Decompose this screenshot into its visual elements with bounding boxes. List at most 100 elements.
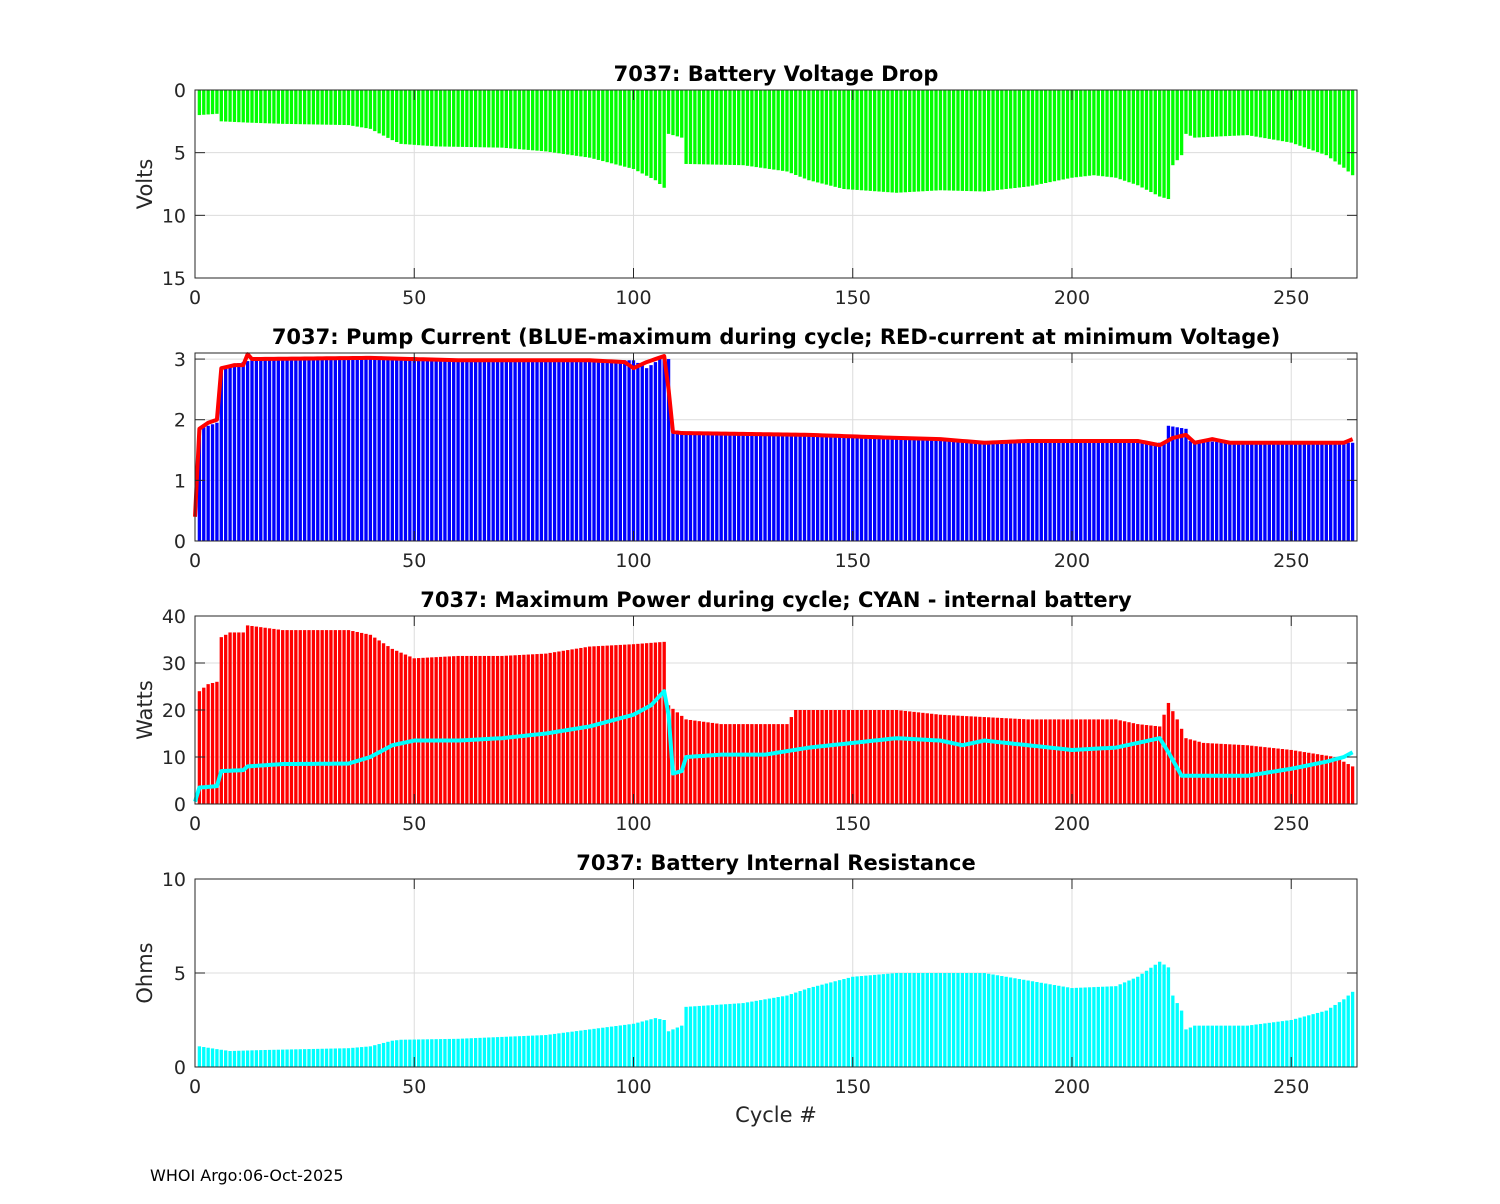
voltage-drop-bar — [408, 90, 412, 145]
voltage-drop-bar — [1079, 90, 1083, 177]
internal-resistance-bar — [1232, 1025, 1236, 1067]
voltage-drop-bar — [1337, 90, 1342, 165]
internal-resistance-bar — [697, 1005, 701, 1067]
internal-resistance-bar — [1044, 983, 1048, 1067]
pump-current-bar — [1057, 440, 1061, 541]
pump-current-bar — [311, 359, 316, 541]
maximum-power-bar — [561, 650, 565, 804]
internal-resistance-bar — [890, 973, 894, 1067]
maximum-power-bar — [421, 657, 425, 804]
voltage-drop-bar — [373, 90, 377, 132]
maximum-power-bar — [794, 710, 798, 804]
voltage-drop-bar — [469, 90, 473, 148]
internal-resistance-bar — [1114, 986, 1118, 1067]
maximum-power-bar — [829, 710, 833, 804]
internal-resistance-bar — [995, 975, 1000, 1067]
pump-current-bar — [1039, 440, 1043, 541]
maximum-power-bar — [807, 710, 811, 804]
pump-current-bar — [259, 359, 263, 541]
pump-current-bar — [772, 434, 776, 541]
internal-resistance-bar — [960, 973, 965, 1067]
pump-current-bar — [1302, 442, 1307, 541]
voltage-drop-bar — [662, 90, 666, 188]
pump-current-bar — [1293, 442, 1298, 541]
internal-resistance-bar — [316, 1048, 320, 1067]
internal-resistance-bar — [758, 1000, 763, 1067]
maximum-power-bar — [649, 642, 653, 804]
maximum-power-bar — [513, 655, 517, 804]
maximum-power-bar — [285, 630, 289, 804]
maximum-power-ytick-label: 30 — [162, 653, 186, 675]
voltage-drop-bar — [846, 90, 851, 190]
voltage-drop-bar — [693, 90, 697, 165]
internal-resistance-bar — [1092, 987, 1096, 1067]
voltage-drop-bar — [324, 90, 329, 125]
internal-resistance-bar — [443, 1039, 447, 1067]
pump-current-bar — [1162, 442, 1166, 541]
voltage-drop-bar — [1258, 90, 1263, 138]
voltage-drop-bar — [1215, 90, 1219, 137]
maximum-power-bar — [557, 651, 561, 804]
internal-resistance-bar — [1136, 976, 1140, 1067]
pump-current-line-series — [193, 352, 1354, 517]
pump-current-bar — [412, 359, 416, 541]
maximum-power-bar — [245, 625, 250, 804]
pump-current-bar — [421, 359, 425, 541]
pump-current-bar — [324, 359, 329, 541]
internal-resistance-bar — [285, 1049, 289, 1067]
pump-current-bar — [1079, 441, 1083, 541]
internal-resistance-bar — [557, 1033, 561, 1067]
internal-resistance-bar — [254, 1050, 259, 1067]
internal-resistance-bar — [197, 1046, 202, 1067]
internal-resistance-bar — [548, 1034, 552, 1067]
internal-resistance-bar — [465, 1038, 469, 1067]
pump-current-axes-box — [194, 352, 1358, 542]
internal-resistance-bar — [916, 973, 921, 1067]
internal-resistance-bar — [281, 1049, 285, 1067]
voltage-drop-bar — [789, 90, 794, 174]
maximum-power-bar — [776, 724, 780, 804]
pump-current-bar — [298, 359, 302, 541]
maximum-power-bar — [298, 630, 302, 804]
internal-resistance-bar — [855, 976, 859, 1067]
internal-resistance-bar — [859, 976, 864, 1067]
internal-resistance-bar — [943, 973, 947, 1067]
voltage-drop-bar — [710, 90, 715, 165]
pump-current-bar — [1008, 440, 1013, 541]
internal-resistance-bar — [1188, 1027, 1193, 1067]
internal-resistance-bar — [570, 1031, 574, 1067]
voltage-drop-bar — [1087, 90, 1092, 176]
internal-resistance-bar — [680, 1025, 684, 1067]
pump-current-bar — [579, 360, 583, 541]
internal-resistance-bar — [574, 1031, 579, 1067]
voltage-drop-bar — [785, 90, 789, 172]
pump-current-bar — [1350, 442, 1355, 541]
maximum-power-bar — [1013, 718, 1017, 804]
internal-resistance-bar — [623, 1024, 627, 1067]
maximum-power-bar — [886, 710, 890, 804]
voltage-drop-bar — [399, 90, 403, 144]
voltage-drop-bar — [737, 90, 741, 166]
maximum-power-ytick-label: 0 — [174, 794, 186, 816]
footer-credit: WHOI Argo:06-Oct-2025 — [150, 1166, 344, 1185]
pump-current-bar — [701, 434, 706, 541]
pump-current-bar — [381, 359, 386, 541]
maximum-power-bar — [386, 646, 390, 804]
voltage-drop-bar — [289, 90, 294, 125]
pump-current-bar — [956, 440, 960, 541]
maximum-power-bar — [859, 710, 864, 804]
voltage-drop-bar — [368, 90, 373, 129]
internal-resistance-bar — [587, 1029, 592, 1067]
voltage-drop-bar — [1131, 90, 1136, 184]
internal-resistance-bar — [837, 980, 842, 1067]
maximum-power-bar — [1052, 719, 1057, 804]
internal-resistance-bar — [1026, 980, 1030, 1067]
internal-resistance-bar — [1118, 984, 1122, 1067]
internal-resistance-bar — [1263, 1023, 1267, 1067]
internal-resistance-bar — [1337, 1002, 1342, 1067]
voltage-drop-bar — [1280, 90, 1285, 142]
voltage-drop-xtick-label: 150 — [835, 287, 871, 309]
maximum-power-bar — [763, 724, 767, 804]
maximum-power-bar — [903, 710, 908, 804]
internal-resistance-xtick-label: 200 — [1054, 1076, 1090, 1098]
